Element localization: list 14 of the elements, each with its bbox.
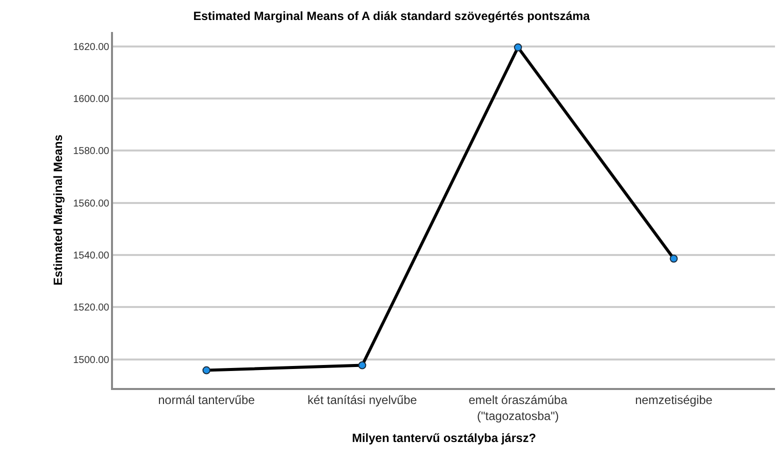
y-tick-label: 1520.00 [73, 302, 110, 314]
y-tick-label: 1540.00 [73, 250, 110, 262]
y-tick-label: 1600.00 [73, 94, 110, 106]
x-tick-label: két tanítási nyelvűbe [308, 393, 418, 408]
x-tick-label: emelt óraszámúba ("tagozatosba") [468, 393, 568, 423]
x-tick-label: normál tantervűbe [158, 393, 256, 408]
x-tick-label: nemzetiségibe [635, 393, 713, 408]
y-tick-label: 1560.00 [73, 198, 110, 210]
y-axis-title: Estimated Marginal Means [50, 134, 65, 286]
y-tick-label: 1620.00 [73, 42, 110, 53]
y-tick-label: 1580.00 [73, 146, 110, 158]
chart-title: Estimated Marginal Means of A diák standard szövegértés pontszáma [193, 8, 590, 23]
y-tick-label: 1500.00 [73, 354, 110, 366]
x-axis-title: Milyen tantervű osztályba jársz? [352, 431, 536, 446]
